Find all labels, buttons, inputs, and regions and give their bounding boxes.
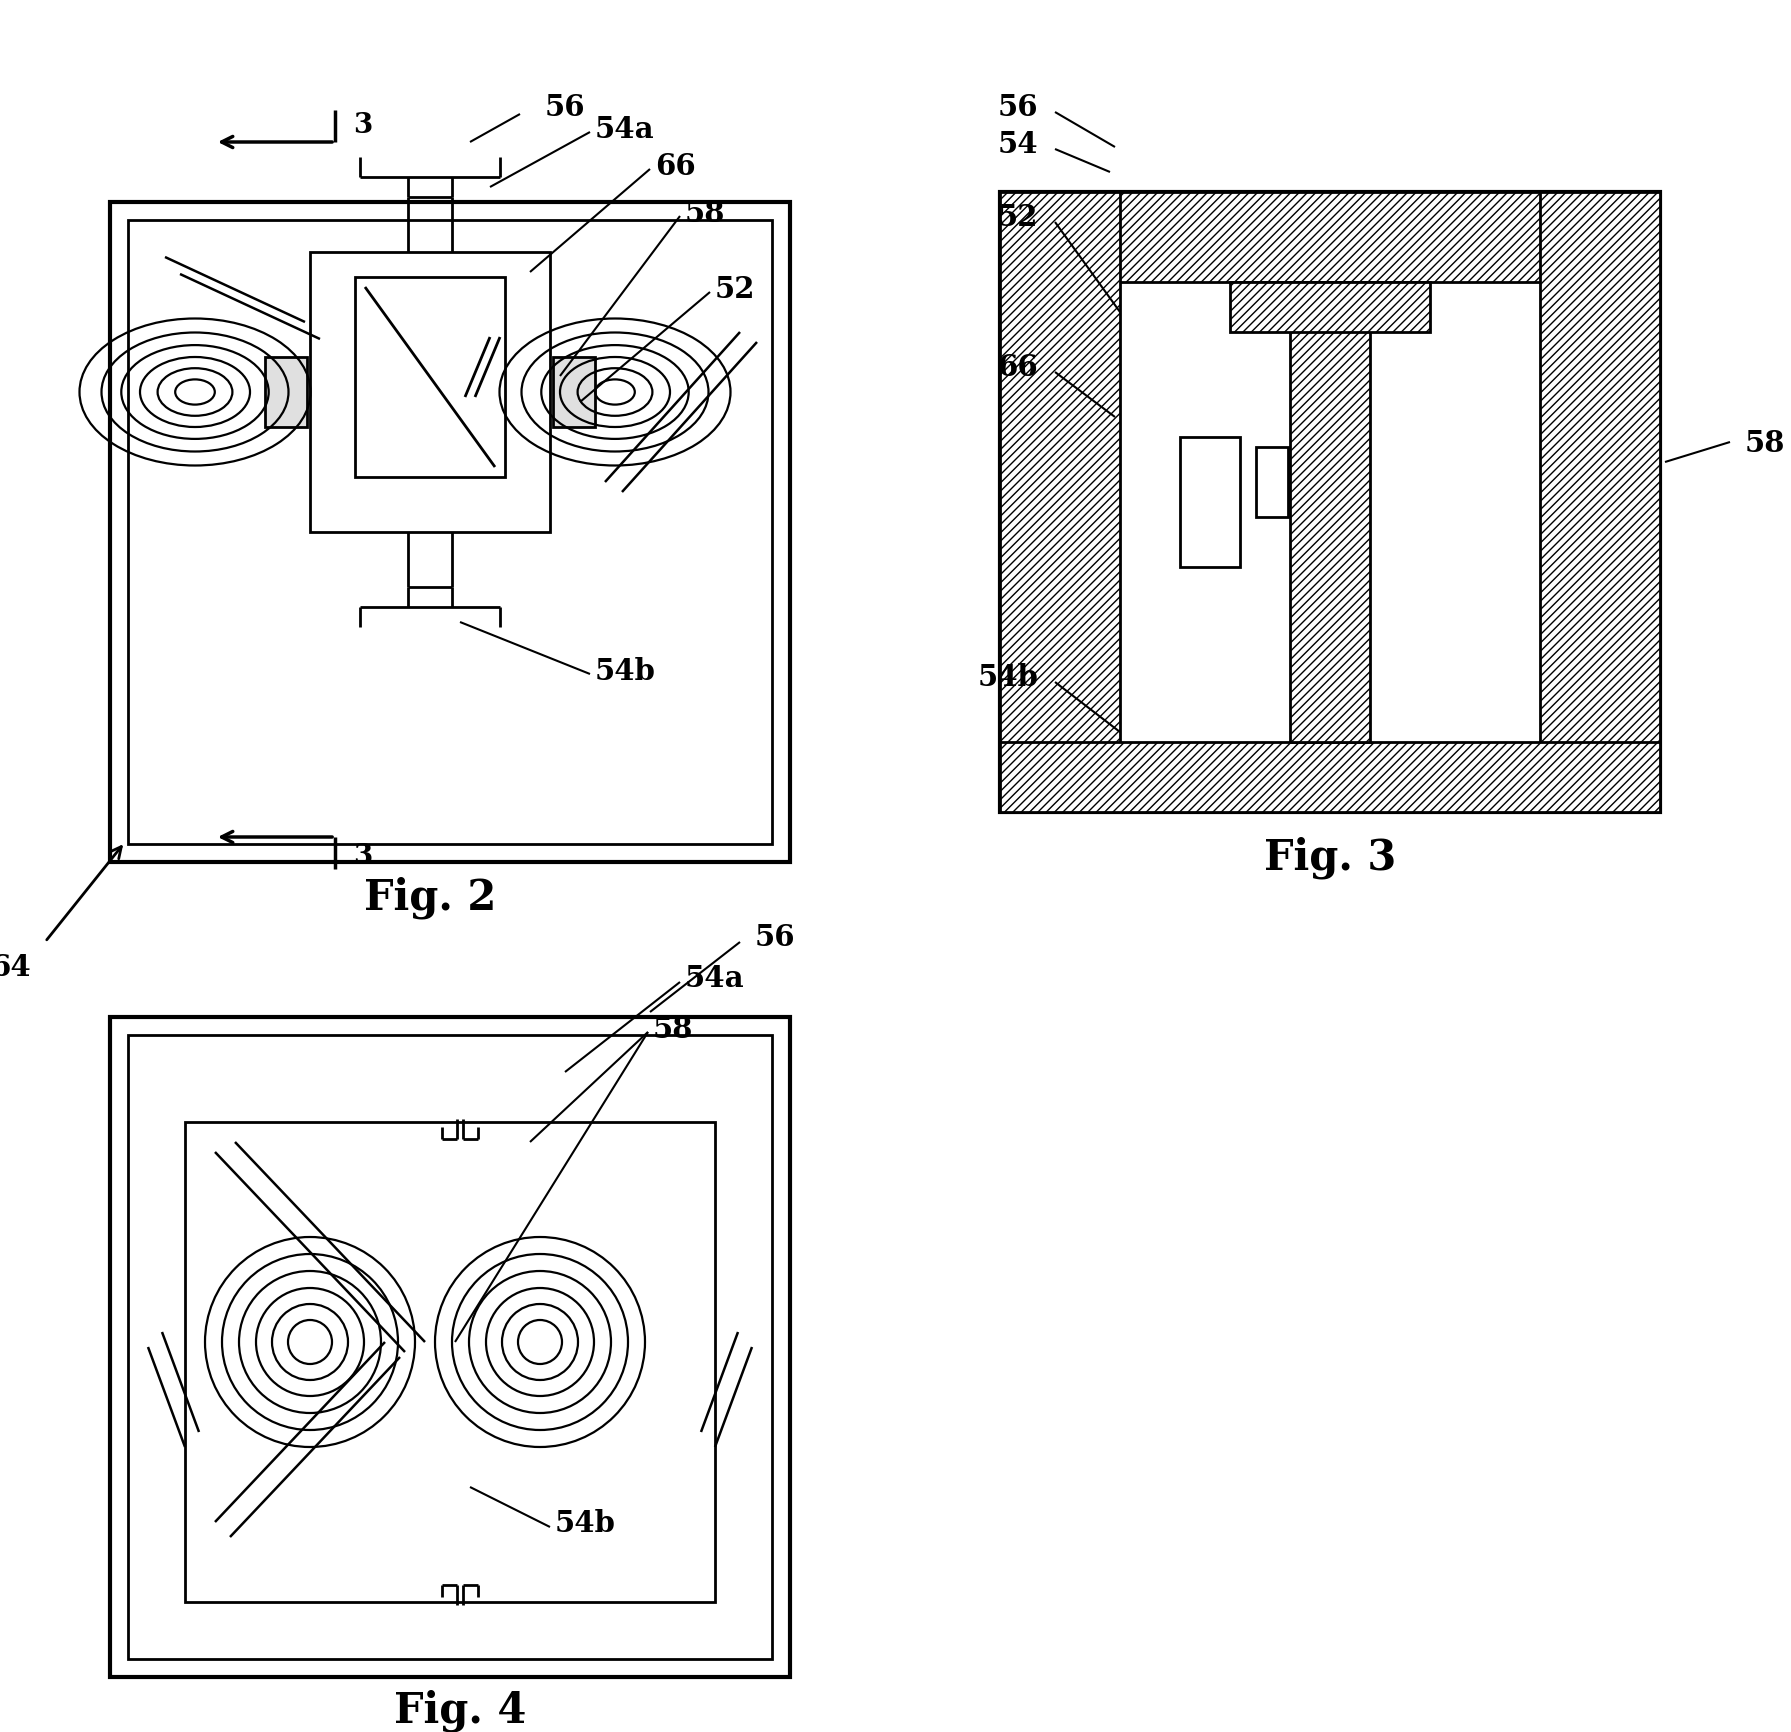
Bar: [1290, 282, 1370, 743]
Text: 52: 52: [998, 203, 1039, 232]
Text: 52: 52: [715, 274, 756, 303]
Bar: [184, 1122, 715, 1602]
Text: 58: 58: [1744, 428, 1786, 457]
Text: 66: 66: [998, 352, 1039, 381]
Text: 3: 3: [353, 842, 373, 869]
Text: 54b: 54b: [978, 662, 1039, 691]
Text: 54b: 54b: [555, 1509, 616, 1538]
Text: 64: 64: [0, 953, 30, 982]
Text: 58: 58: [654, 1013, 693, 1043]
Text: 66: 66: [656, 151, 695, 180]
Bar: [1180, 438, 1239, 568]
Bar: [265, 359, 306, 428]
Text: 54a: 54a: [684, 965, 745, 992]
Bar: [999, 192, 1660, 282]
Bar: [553, 359, 595, 428]
Text: 54a: 54a: [595, 114, 656, 144]
Bar: [999, 192, 1660, 812]
Text: 56: 56: [544, 92, 586, 121]
Text: 58: 58: [684, 199, 725, 227]
Text: Fig. 2: Fig. 2: [364, 876, 496, 918]
Text: 54: 54: [998, 130, 1039, 158]
Bar: [999, 743, 1660, 812]
Text: 56: 56: [998, 92, 1039, 121]
Bar: [310, 253, 550, 533]
Bar: [109, 203, 790, 863]
Bar: [127, 222, 772, 845]
Bar: [127, 1036, 772, 1659]
Text: Fig. 4: Fig. 4: [394, 1689, 527, 1732]
Bar: [355, 277, 505, 478]
Text: 3: 3: [353, 111, 373, 139]
Bar: [1540, 192, 1660, 812]
Bar: [999, 192, 1119, 812]
Text: 54b: 54b: [595, 656, 656, 686]
Text: Fig. 3: Fig. 3: [1264, 837, 1397, 878]
Bar: [109, 1017, 790, 1677]
Text: 56: 56: [756, 921, 795, 951]
Bar: [1255, 449, 1288, 518]
Bar: [1230, 282, 1429, 333]
